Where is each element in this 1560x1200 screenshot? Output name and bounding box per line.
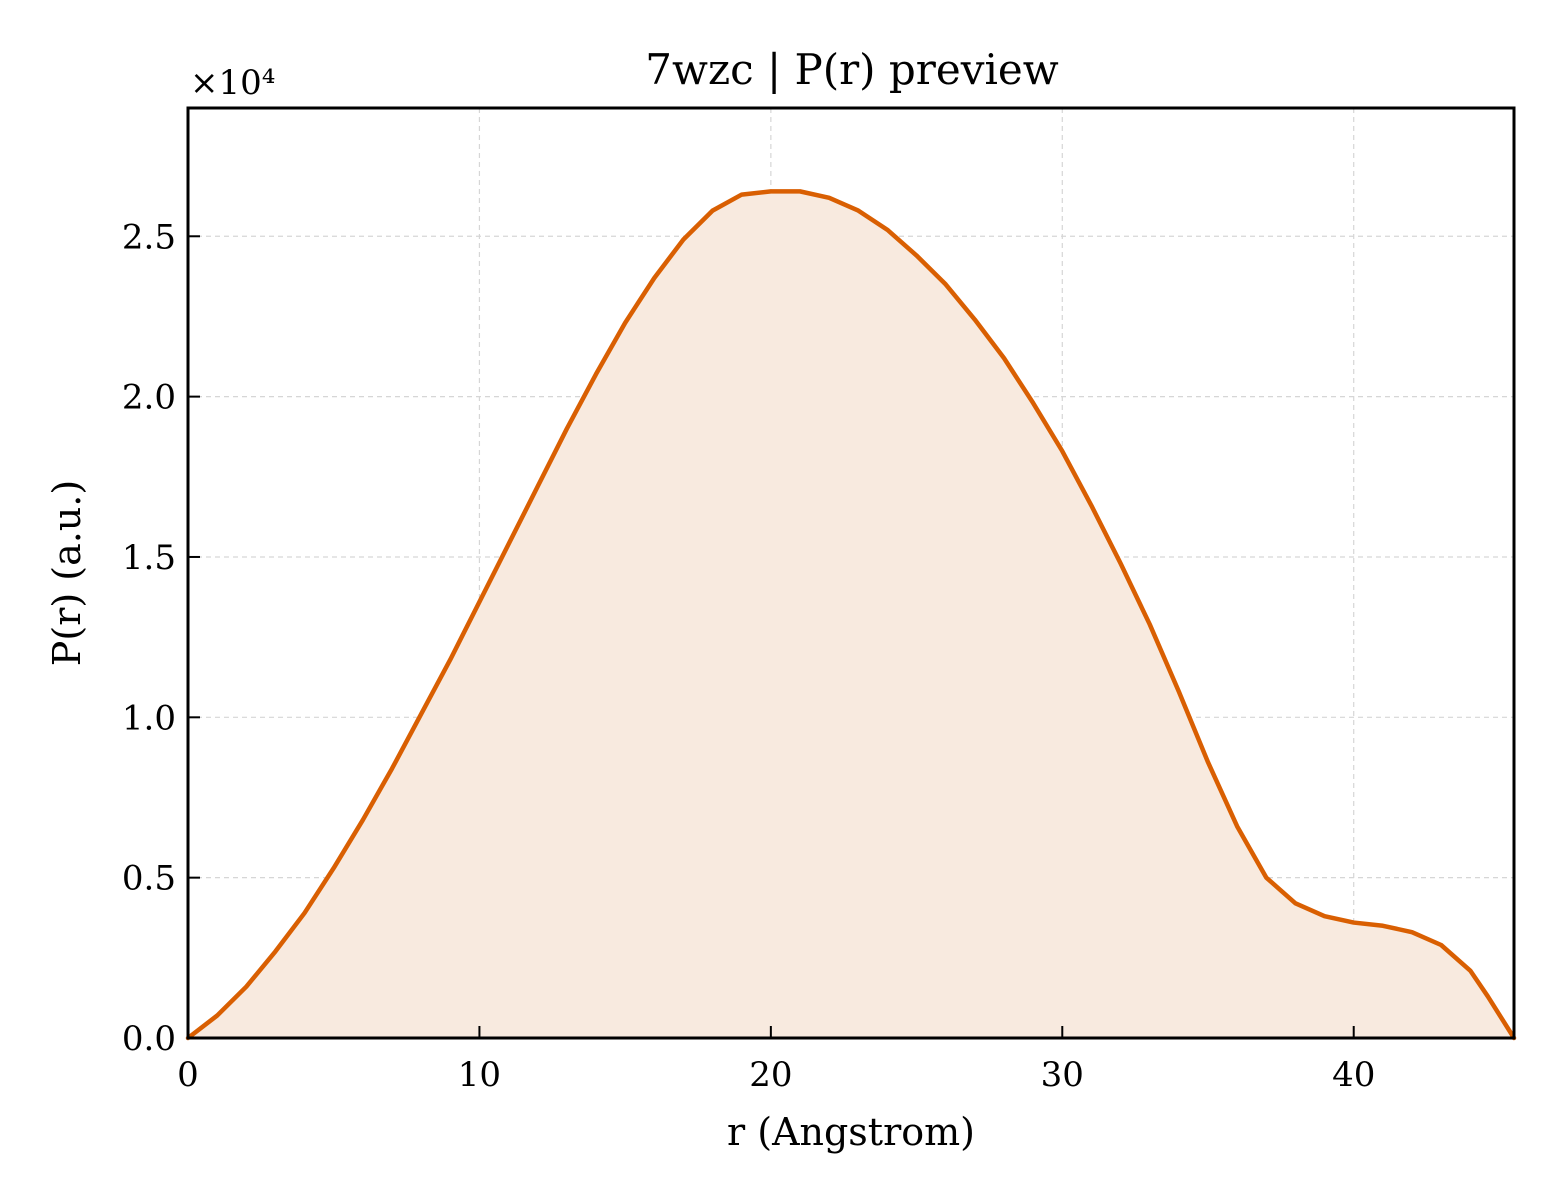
axes: 0 10 20 30 40 0.0 0.5 1.0 1.5 2.0 2.5 <box>122 217 1375 1095</box>
plot-area <box>185 189 1517 1041</box>
x-tick-label: 0 <box>177 1055 199 1095</box>
x-tick-label: 30 <box>1041 1055 1084 1095</box>
plot-frame <box>186 106 1516 1040</box>
x-tick-label: 20 <box>749 1055 792 1095</box>
chart-title: 7wzc | P(r) preview <box>645 45 1058 94</box>
x-axis-label: r (Angstrom) <box>727 1110 975 1154</box>
y-tick-label: 1.0 <box>122 698 176 738</box>
y-axis-label: P(r) (a.u.) <box>45 480 89 666</box>
y-tick-label: 2.0 <box>122 378 176 418</box>
y-tick-label: 0.5 <box>122 859 176 899</box>
y-offset-label: ×10⁴ <box>190 63 275 103</box>
x-tick-label: 10 <box>458 1055 501 1095</box>
y-tick-label: 1.5 <box>122 538 176 578</box>
x-tick-label: 40 <box>1332 1055 1375 1095</box>
y-tick-label: 2.5 <box>122 217 176 257</box>
series-area <box>188 191 1514 1038</box>
y-tick-label: 0.0 <box>122 1019 176 1059</box>
series-line <box>185 189 1517 1041</box>
